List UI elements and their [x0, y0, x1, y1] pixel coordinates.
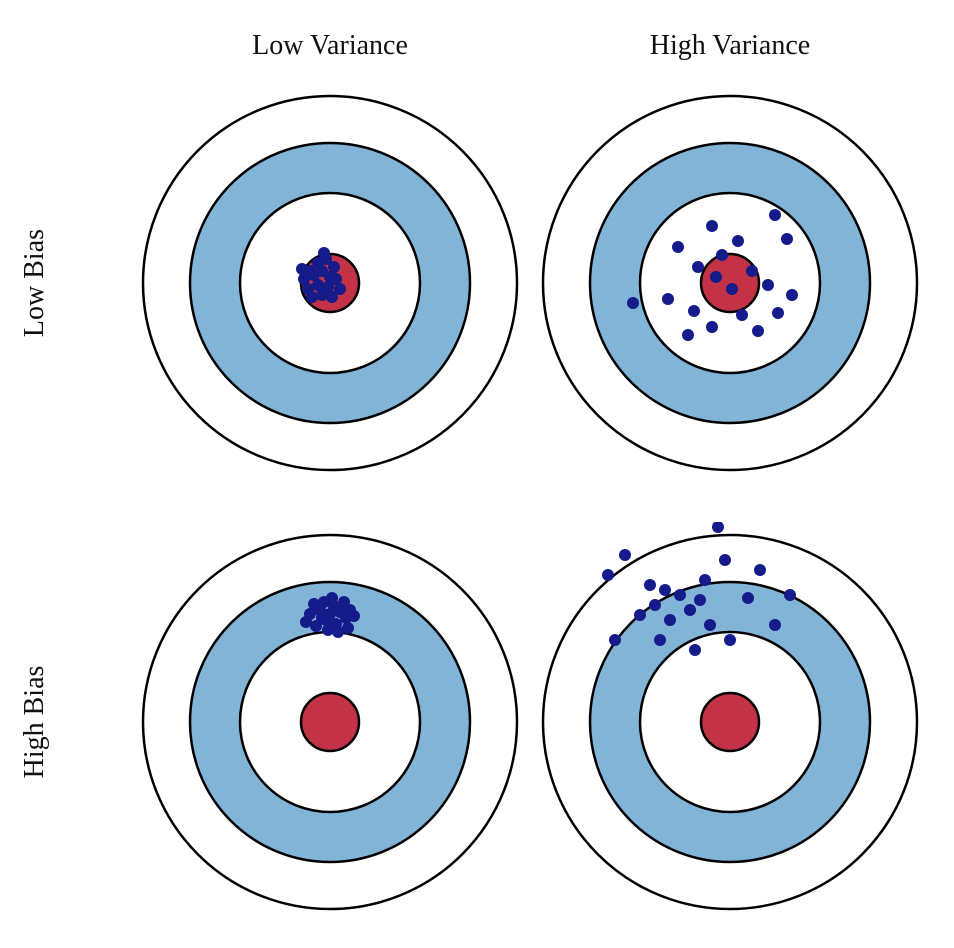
- prediction-dot: [706, 220, 718, 232]
- prediction-dot: [332, 626, 344, 638]
- prediction-dot: [684, 604, 696, 616]
- prediction-dot: [664, 614, 676, 626]
- column-label-low-variance: Low Variance: [252, 30, 408, 61]
- prediction-dot: [308, 598, 320, 610]
- prediction-dot: [338, 596, 350, 608]
- prediction-dot: [312, 279, 324, 291]
- prediction-dot: [644, 579, 656, 591]
- prediction-dot: [752, 325, 764, 337]
- target-low-bias-high-variance: [541, 94, 919, 472]
- prediction-dot: [724, 634, 736, 646]
- prediction-dot: [298, 273, 310, 285]
- prediction-dot: [706, 321, 718, 333]
- prediction-dot: [689, 644, 701, 656]
- prediction-dot: [318, 247, 330, 259]
- prediction-dot: [342, 622, 354, 634]
- prediction-dot: [692, 261, 704, 273]
- prediction-dot: [334, 283, 346, 295]
- prediction-dot: [704, 619, 716, 631]
- prediction-dot: [649, 599, 661, 611]
- prediction-dot: [688, 305, 700, 317]
- prediction-dot: [316, 612, 328, 624]
- prediction-dot: [672, 241, 684, 253]
- prediction-dot: [602, 569, 614, 581]
- prediction-dot: [710, 271, 722, 283]
- bullseye-red: [699, 252, 761, 314]
- prediction-dot: [609, 634, 621, 646]
- prediction-dot: [682, 329, 694, 341]
- target-high-bias-low-variance: [141, 533, 519, 911]
- prediction-dot: [330, 273, 342, 285]
- prediction-dot: [719, 554, 731, 566]
- prediction-dot: [732, 235, 744, 247]
- prediction-dot: [769, 209, 781, 221]
- prediction-dot: [674, 589, 686, 601]
- prediction-dot: [659, 584, 671, 596]
- prediction-dot: [742, 592, 754, 604]
- prediction-dot: [694, 594, 706, 606]
- prediction-dot: [326, 291, 338, 303]
- prediction-dot: [781, 233, 793, 245]
- prediction-dot: [716, 249, 728, 261]
- prediction-dot: [772, 307, 784, 319]
- prediction-dot: [348, 610, 360, 622]
- prediction-dot: [786, 289, 798, 301]
- row-label-low-bias: Low Bias: [19, 228, 50, 338]
- column-label-high-variance: High Variance: [649, 30, 811, 61]
- prediction-dot: [769, 619, 781, 631]
- prediction-dot: [300, 616, 312, 628]
- target-low-bias-low-variance: [141, 94, 519, 472]
- prediction-dot: [784, 589, 796, 601]
- prediction-dot: [736, 309, 748, 321]
- prediction-dot: [296, 263, 308, 275]
- prediction-dot: [654, 634, 666, 646]
- prediction-dot: [634, 609, 646, 621]
- bullseye-red: [699, 691, 761, 753]
- prediction-dot: [712, 522, 724, 533]
- prediction-dot: [316, 289, 328, 301]
- prediction-dot: [306, 291, 318, 303]
- prediction-dot: [762, 279, 774, 291]
- prediction-dot: [328, 261, 340, 273]
- prediction-dot: [662, 293, 674, 305]
- prediction-dot: [322, 624, 334, 636]
- bullseye-red: [299, 691, 361, 753]
- target-high-bias-high-variance: [541, 522, 919, 911]
- prediction-dot: [627, 297, 639, 309]
- prediction-dot: [746, 265, 758, 277]
- prediction-dot: [754, 564, 766, 576]
- prediction-dot: [726, 283, 738, 295]
- prediction-dot: [699, 574, 711, 586]
- prediction-dot: [326, 592, 338, 604]
- row-label-high-bias: High Bias: [19, 665, 50, 779]
- prediction-dot: [619, 549, 631, 561]
